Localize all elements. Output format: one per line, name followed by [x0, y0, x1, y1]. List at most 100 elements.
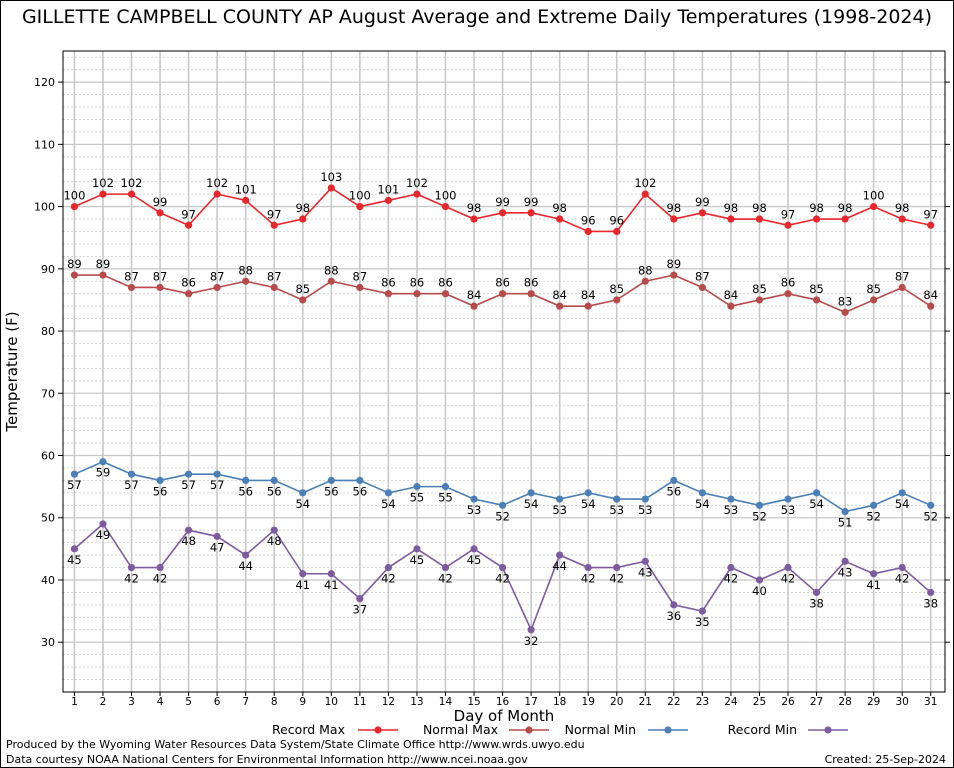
data-point: [242, 277, 250, 285]
data-label: 84: [724, 288, 739, 302]
data-label: 102: [121, 176, 143, 190]
data-point: [184, 470, 193, 478]
legend-label: Normal Min: [565, 722, 636, 737]
data-point: [613, 563, 621, 572]
x-tick-label: 18: [553, 696, 566, 708]
data-point: [556, 302, 564, 310]
data-label: 87: [124, 269, 139, 283]
data-point: [755, 296, 764, 304]
data-label: 56: [324, 484, 339, 498]
legend-item: Record Max: [272, 722, 398, 737]
x-tick-label: 1: [71, 696, 78, 708]
data-label: 38: [923, 596, 938, 610]
data-point: [384, 489, 392, 497]
data-point: [527, 290, 535, 298]
data-label: 54: [295, 497, 310, 511]
data-label: 99: [153, 195, 168, 209]
created-date: Created: 25-Sep-2024: [824, 753, 946, 766]
data-point: [356, 595, 364, 603]
data-label: 32: [524, 634, 539, 648]
data-point: [156, 476, 164, 485]
data-point: [784, 290, 792, 298]
data-label: 101: [377, 182, 399, 196]
x-tick-label: 21: [639, 696, 652, 708]
x-tick-label: 22: [667, 696, 680, 708]
data-label: 98: [552, 201, 567, 215]
x-tick-label: 7: [242, 696, 249, 708]
data-label: 88: [324, 263, 339, 277]
plot-area-border: [62, 50, 946, 693]
data-point: [841, 215, 849, 223]
data-label: 98: [467, 201, 482, 215]
data-point: [99, 520, 107, 528]
data-point: [613, 296, 621, 304]
y-tick-label: 60: [41, 450, 55, 463]
data-point: [670, 476, 678, 485]
y-tick-label: 120: [34, 76, 55, 89]
data-label: 88: [638, 263, 653, 277]
data-label: 100: [435, 189, 457, 203]
legend-label: Record Max: [272, 722, 345, 737]
x-tick-label: 24: [724, 696, 738, 708]
legend-item: Record Min: [728, 722, 848, 737]
x-axis-title: Day of Month: [454, 707, 555, 725]
data-point: [556, 551, 564, 559]
y-tick-label: 30: [41, 636, 55, 649]
data-point: [441, 290, 450, 298]
data-point: [727, 563, 735, 572]
data-point: [927, 501, 935, 509]
legend-label: Normal Max: [423, 722, 498, 737]
data-point: [384, 563, 392, 572]
data-label: 45: [410, 553, 425, 567]
data-point: [641, 190, 649, 198]
data-label: 44: [238, 559, 253, 573]
data-label: 52: [495, 509, 510, 523]
data-label: 102: [634, 176, 656, 190]
data-point: [127, 470, 136, 478]
data-label: 51: [838, 516, 853, 530]
chart-title: GILLETTE CAMPBELL COUNTY AP August Avera…: [21, 6, 933, 28]
data-label: 53: [781, 503, 796, 517]
data-label: 43: [838, 565, 853, 579]
data-label: 41: [295, 578, 310, 592]
data-label: 86: [524, 276, 539, 290]
data-label: 83: [838, 294, 853, 308]
data-point: [470, 495, 478, 503]
data-label: 41: [324, 578, 339, 592]
data-label: 49: [96, 528, 111, 542]
data-label: 102: [206, 176, 228, 190]
data-point: [898, 283, 906, 292]
data-point: [99, 190, 107, 198]
data-label: 87: [267, 269, 282, 283]
data-label: 84: [581, 288, 596, 302]
x-tick-label: 4: [157, 696, 164, 708]
data-label: 102: [406, 176, 428, 190]
data-label: 86: [381, 276, 396, 290]
data-label: 57: [181, 478, 196, 492]
data-point: [299, 489, 307, 497]
data-label: 52: [866, 509, 881, 523]
data-point: [242, 196, 250, 204]
data-label: 54: [581, 497, 596, 511]
series-record-max: 100 102 102 99 97 102 101 97 98 103 100 101 102 100 98…: [63, 170, 938, 236]
data-label: 44: [552, 559, 567, 573]
x-tick-label: 25: [753, 696, 766, 708]
data-point: [698, 489, 706, 497]
legend-marker: [374, 726, 382, 734]
data-credit: Data courtesy NOAA National Centers for …: [6, 753, 528, 766]
data-point: [584, 489, 592, 497]
data-label: 48: [267, 534, 282, 548]
data-label: 97: [267, 207, 282, 221]
data-label: 42: [153, 572, 168, 586]
data-point: [698, 607, 706, 615]
data-point: [727, 495, 735, 503]
data-point: [156, 563, 164, 572]
data-point: [613, 227, 621, 236]
data-point: [299, 296, 307, 304]
x-tick-label: 29: [867, 696, 880, 708]
data-label: 86: [438, 276, 453, 290]
data-point: [213, 283, 221, 292]
data-label: 35: [695, 615, 710, 629]
data-label: 88: [238, 263, 253, 277]
data-point: [156, 283, 164, 292]
